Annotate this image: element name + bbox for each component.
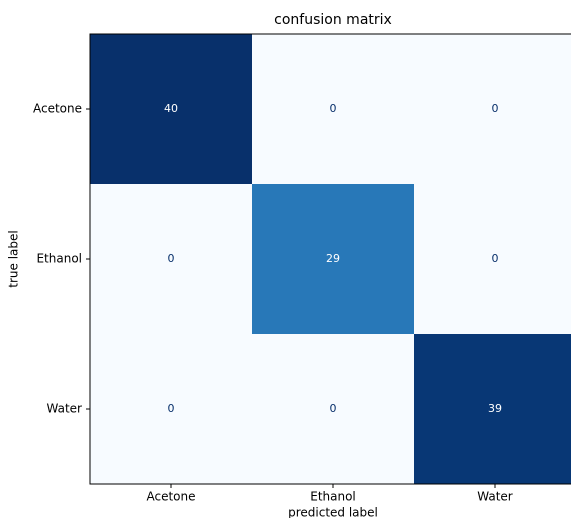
heatmap-cell <box>414 334 571 484</box>
cell-label: 0 <box>168 402 175 415</box>
x-tick-label: Acetone <box>146 490 195 504</box>
heatmap-cell <box>90 334 252 484</box>
chart-title: confusion matrix <box>274 12 392 28</box>
y-tick-label: Acetone <box>33 102 82 116</box>
y-axis-label: true label <box>7 230 21 287</box>
cell-label: 0 <box>492 102 499 115</box>
heatmap-cell <box>90 34 252 184</box>
x-axis-label: predicted label <box>288 506 378 518</box>
cell-label: 0 <box>492 252 499 265</box>
cell-label: 29 <box>326 252 340 265</box>
x-tick-label: Water <box>477 490 513 504</box>
y-tick-label: Water <box>47 402 83 416</box>
cell-label: 0 <box>330 102 337 115</box>
cell-label: 40 <box>164 102 178 115</box>
heatmap-cell <box>252 34 414 184</box>
heatmap-cell <box>252 334 414 484</box>
heatmap-cell <box>414 184 571 334</box>
cell-label: 0 <box>330 402 337 415</box>
cell-label: 39 <box>488 402 502 415</box>
x-tick-label: Ethanol <box>310 490 356 504</box>
cell-label: 0 <box>168 252 175 265</box>
heatmap-cell <box>252 184 414 334</box>
heatmap-cell <box>90 184 252 334</box>
y-tick-label: Ethanol <box>36 252 82 266</box>
heatmap-cell <box>414 34 571 184</box>
